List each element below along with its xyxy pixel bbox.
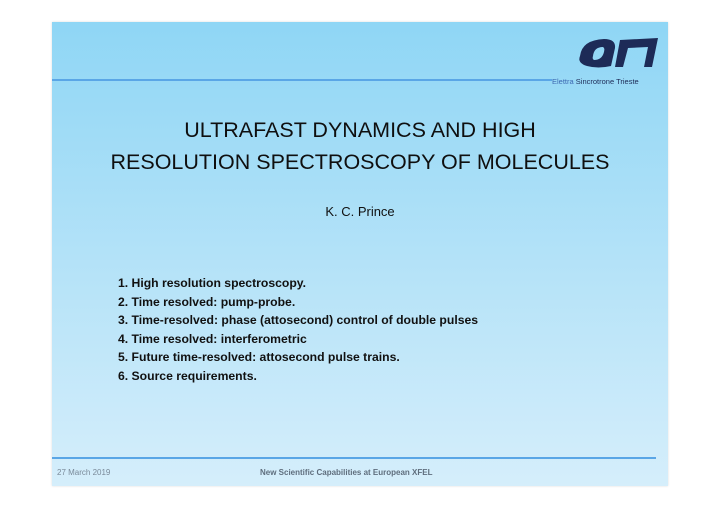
footer-date: 27 March 2019 (57, 468, 111, 477)
outline-item: 2. Time resolved: pump-probe. (118, 294, 296, 309)
outline-item: 4. Time resolved: interferometric (118, 331, 307, 346)
outline-item: 5. Future time-resolved: attosecond puls… (118, 350, 400, 364)
outline-item: 6. Source requirements. (118, 368, 257, 383)
slide-title-line-2: RESOLUTION SPECTROSCOPY OF MOLECULES (110, 150, 610, 174)
brand-name-elettra: Elettra (552, 77, 574, 86)
footer-rule (52, 457, 656, 459)
outline-item: 1. High resolution spectroscopy. (118, 276, 307, 290)
slide: Elettra Sincrotrone Trieste ULTRAFAST DY… (52, 22, 668, 486)
footer-event: New Scientific Capabilities at European … (260, 468, 433, 477)
slide-title-line-1: ULTRAFAST DYNAMICS AND HIGH (184, 118, 536, 142)
brand-name-sincrotrone: Sincrotrone Trieste (575, 77, 639, 86)
outline-item: 3. Time-resolved: phase (attosecond) con… (118, 313, 479, 327)
brand-name: Elettra Sincrotrone Trieste (552, 77, 639, 86)
author: K. C. Prince (325, 204, 395, 219)
outline-list: 1. High resolution spectroscopy. 2. Time… (118, 274, 478, 385)
header-rule (52, 79, 552, 81)
slide-title: ULTRAFAST DYNAMICS AND HIGH RESOLUTION S… (52, 114, 668, 178)
elettra-logo-icon (579, 38, 658, 68)
